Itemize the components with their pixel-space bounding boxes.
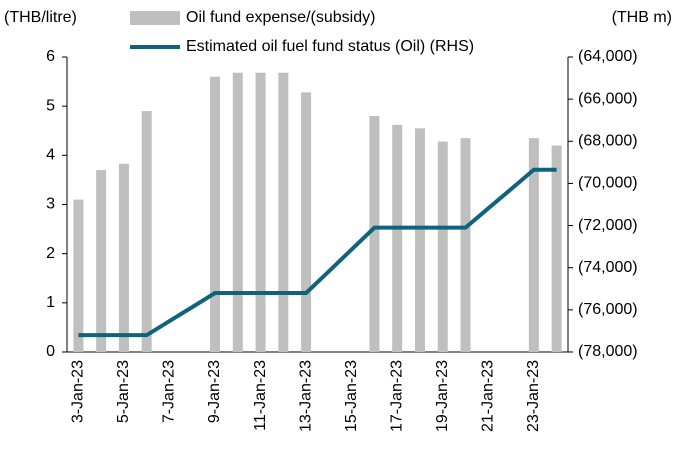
x-tick-label: 7-Jan-23 — [161, 360, 178, 423]
x-tick-label: 19-Jan-23 — [434, 360, 451, 432]
y2-axis-label: (THB m) — [612, 9, 672, 26]
x-tick-label: 13-Jan-23 — [297, 360, 314, 432]
y2-tick-label: (64,000) — [578, 48, 638, 65]
y-tick-label: 0 — [46, 343, 55, 360]
y-tick-label: 1 — [46, 294, 55, 311]
bar — [118, 163, 129, 352]
x-tick-label: 5-Jan-23 — [115, 360, 132, 423]
bar — [414, 128, 425, 352]
bar — [73, 199, 84, 352]
bar — [369, 116, 380, 352]
legend-swatch — [130, 11, 180, 25]
legend-label: Estimated oil fuel fund status (Oil) (RH… — [186, 38, 474, 55]
y-tick-label: 3 — [46, 196, 55, 213]
y2-tick-label: (74,000) — [578, 259, 638, 276]
bar — [551, 145, 562, 352]
y2-tick-label: (76,000) — [578, 301, 638, 318]
line — [78, 167, 557, 338]
x-tick-label: 17-Jan-23 — [388, 360, 405, 432]
bar — [437, 141, 448, 352]
bar — [301, 92, 312, 353]
y2-tick-label: (78,000) — [578, 343, 638, 360]
bar — [210, 76, 221, 353]
bar — [278, 72, 289, 352]
x-tick-label: 11-Jan-23 — [252, 360, 269, 431]
legend-label: Oil fund expense/(subsidy) — [186, 9, 375, 26]
y2-tick-label: (66,000) — [578, 90, 638, 107]
y2-tick-label: (72,000) — [578, 217, 638, 234]
y-tick-label: 2 — [46, 245, 55, 262]
bar — [460, 138, 471, 352]
x-tick-label: 9-Jan-23 — [206, 360, 223, 423]
x-tick-label: 23-Jan-23 — [525, 360, 542, 432]
bar — [232, 72, 243, 352]
y-tick-label: 6 — [46, 48, 55, 65]
x-tick-label: 3-Jan-23 — [70, 360, 87, 423]
y-tick-label: 5 — [46, 97, 55, 114]
y2-tick-label: (70,000) — [578, 175, 638, 192]
bar — [528, 138, 539, 352]
y-tick-label: 4 — [46, 147, 55, 164]
bar — [392, 124, 403, 352]
y2-tick-label: (68,000) — [578, 133, 638, 150]
bar — [141, 111, 152, 352]
bar — [96, 170, 107, 352]
bar — [255, 72, 266, 352]
y-axis-label: (THB/litre) — [4, 9, 77, 26]
x-tick-label: 21-Jan-23 — [480, 360, 497, 432]
x-tick-label: 15-Jan-23 — [343, 360, 360, 432]
